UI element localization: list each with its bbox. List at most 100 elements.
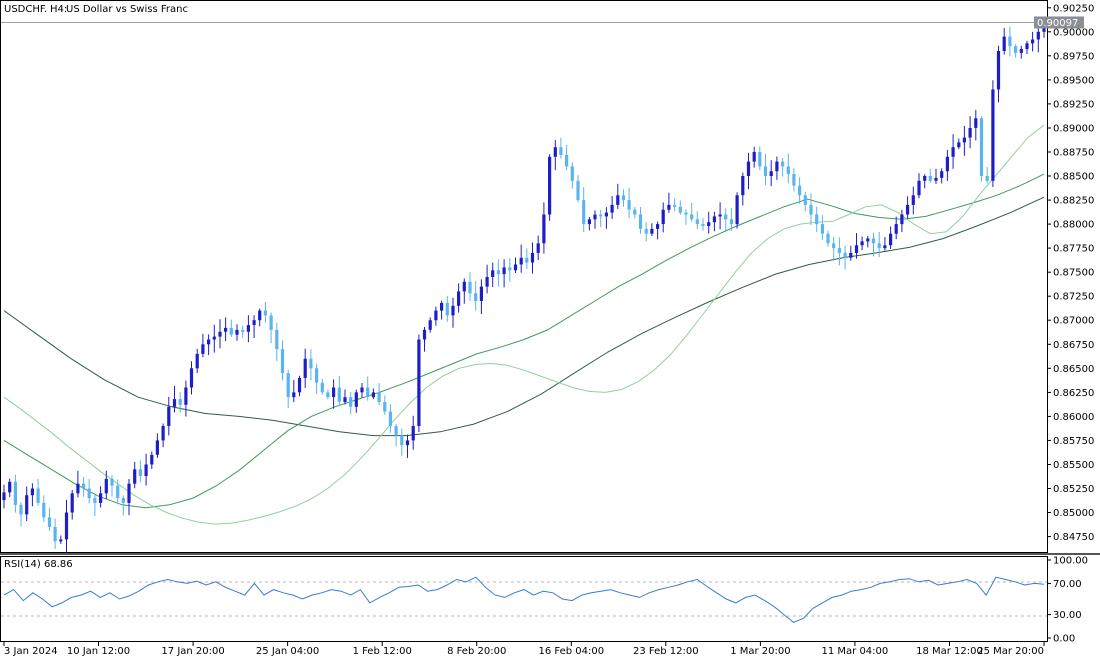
price-tick-label: 0.89250 xyxy=(1053,99,1094,110)
price-tick-label: 0.88750 xyxy=(1053,148,1094,159)
candle-body xyxy=(752,152,756,162)
candle-body xyxy=(349,397,353,407)
price-tick-label: 0.86750 xyxy=(1053,340,1094,351)
candle-body xyxy=(337,387,341,402)
price-tick-label: 0.85000 xyxy=(1053,508,1094,519)
candle-body xyxy=(519,257,523,265)
candle-body xyxy=(127,483,131,503)
price-tick-label: 0.90250 xyxy=(1053,3,1094,14)
candle-body xyxy=(189,368,194,388)
candle-body xyxy=(849,252,853,258)
candle-body xyxy=(178,399,182,405)
candle-body xyxy=(957,142,961,148)
candle-body xyxy=(496,270,500,275)
current-price-label: 0.90097 xyxy=(1037,18,1078,29)
candle-body xyxy=(871,238,876,244)
candle-body xyxy=(195,353,199,369)
candle-body xyxy=(82,483,86,489)
candle-body xyxy=(741,176,745,196)
candle-body xyxy=(36,488,40,503)
candle-body xyxy=(906,204,910,215)
candle-body xyxy=(837,248,841,253)
candle-body xyxy=(815,214,819,225)
candle-body xyxy=(900,214,904,225)
candle-body xyxy=(763,166,768,176)
candle-body xyxy=(792,174,796,186)
price-tick-label: 0.86500 xyxy=(1053,364,1094,375)
candle-body xyxy=(8,481,12,493)
candle-body xyxy=(258,310,262,321)
candle-body xyxy=(59,539,63,542)
price-axis: 0.90250 0.90000 0.89750 0.89500 0.89250 0.890… xyxy=(1047,3,1094,543)
candle-body xyxy=(894,224,898,234)
candle-body xyxy=(366,387,370,398)
price-tick-label: 0.87500 xyxy=(1053,268,1094,279)
candle-body xyxy=(315,368,319,383)
rsi-panel-frame xyxy=(0,556,1048,642)
candle-body xyxy=(161,426,165,441)
candle-body xyxy=(309,358,313,369)
price-tick-label: 0.87000 xyxy=(1053,316,1094,327)
candle-body xyxy=(47,517,52,527)
candle-body xyxy=(996,51,1001,90)
candles xyxy=(2,19,1046,553)
price-tick-label: 0.86250 xyxy=(1053,388,1094,399)
candle-body xyxy=(877,243,881,249)
time-tick-label: 1 Feb 12:00 xyxy=(353,646,412,657)
candle-body xyxy=(559,147,563,155)
candle-body xyxy=(695,219,699,225)
candle-body xyxy=(644,228,648,234)
instrument-description: US Dollar vs Swiss Franc xyxy=(66,4,188,15)
candle-body xyxy=(280,349,285,374)
candle-body xyxy=(826,233,830,244)
time-tick-label: 23 Feb 12:00 xyxy=(633,646,699,657)
candle-body xyxy=(246,325,250,332)
candle-body xyxy=(633,209,637,215)
candle-body xyxy=(201,344,205,354)
candle-body xyxy=(820,224,824,234)
candle-body xyxy=(866,238,870,242)
candle-body xyxy=(502,267,506,275)
candle-body xyxy=(377,392,381,402)
candle-body xyxy=(269,315,273,330)
candle-body xyxy=(1008,36,1012,47)
candle-body xyxy=(1014,46,1018,53)
rsi-tick-label: 100.00 xyxy=(1053,556,1088,567)
candle-body xyxy=(530,252,535,263)
candle-body xyxy=(667,204,671,210)
time-tick-label: 1 Mar 20:00 xyxy=(730,646,790,657)
rsi-axis: 100.00 70.00 30.00 0.00 xyxy=(1047,556,1088,645)
moving-averages xyxy=(3,124,1045,525)
rsi-tick-label: 0.00 xyxy=(1053,634,1075,645)
candle-body xyxy=(468,281,472,294)
candle-body xyxy=(587,219,591,225)
candle-body xyxy=(462,281,466,292)
price-tick-label: 0.88000 xyxy=(1053,220,1094,231)
candle-body xyxy=(985,176,989,181)
candle-body xyxy=(99,493,103,503)
candle-body xyxy=(627,200,631,210)
candle-body xyxy=(87,488,91,499)
candle-body xyxy=(133,469,137,484)
candle-body xyxy=(184,387,188,405)
candle-body xyxy=(1002,36,1006,51)
candle-body xyxy=(343,397,347,402)
candle-body xyxy=(809,204,813,215)
candle-body xyxy=(1019,49,1023,53)
time-tick-label: 8 Feb 20:00 xyxy=(447,646,506,657)
ma-mid-line xyxy=(3,173,1045,509)
candle-body xyxy=(474,293,478,301)
symbol-label: USDCHF. xyxy=(4,4,47,15)
candle-body xyxy=(684,212,688,215)
timeframe-label: H4: xyxy=(50,4,67,15)
candle-body xyxy=(263,310,267,316)
candle-body xyxy=(229,327,233,335)
candle-body xyxy=(565,154,569,167)
price-tick-label: 0.90000 xyxy=(1053,27,1094,38)
candle-body xyxy=(610,204,614,213)
rsi-line xyxy=(3,576,1045,623)
ma-fast-line xyxy=(3,124,1045,525)
candle-body xyxy=(945,156,949,172)
candle-body xyxy=(320,382,324,393)
